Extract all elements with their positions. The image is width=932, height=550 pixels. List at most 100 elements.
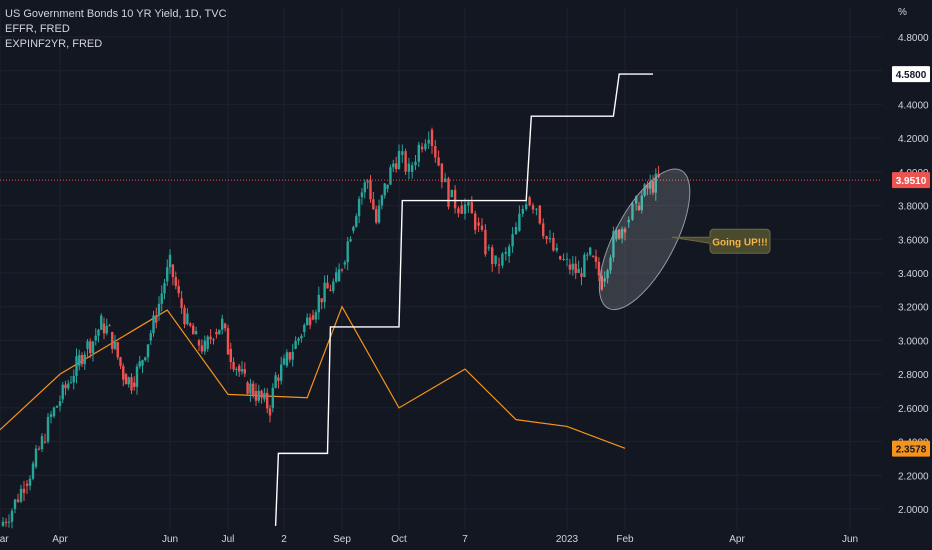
candle-body	[155, 315, 158, 323]
candle-body	[538, 205, 541, 224]
candle-body	[243, 369, 246, 374]
time-axis[interactable]: Mar Apr Jun Jul 2 Sep Oct 7 2023 Feb Apr Jun	[0, 534, 858, 545]
expinf2yr-line	[0, 305, 626, 449]
candle-body	[600, 275, 603, 290]
y-tick-label: 2.2000	[898, 471, 929, 482]
price-tag-label: 4.5800	[896, 70, 927, 81]
candle-body	[94, 335, 97, 341]
x-tick-label: 2023	[556, 534, 579, 545]
candle-body	[420, 146, 424, 150]
candle-body	[160, 293, 163, 304]
candle-body	[163, 283, 166, 294]
highlight-ellipse[interactable]	[581, 156, 707, 322]
candle-body	[268, 408, 272, 416]
candle-body	[212, 339, 215, 341]
x-tick-label: 7	[462, 534, 468, 545]
candle-body	[501, 253, 504, 266]
candle-body	[392, 163, 395, 168]
candle-body	[646, 184, 649, 189]
candle-body	[7, 521, 11, 523]
candle-body	[504, 252, 507, 254]
legend-effr-series[interactable]: EFFR, FRED	[5, 23, 70, 35]
candle-body	[266, 392, 269, 409]
candle-body	[97, 329, 100, 336]
candle-body	[386, 184, 389, 189]
candle-body	[450, 189, 453, 198]
candle-body	[643, 184, 646, 196]
candle-body	[306, 317, 309, 325]
candle-body	[72, 375, 75, 383]
y-tick-label: 3.8000	[898, 202, 929, 213]
candle-body	[355, 216, 358, 227]
candle-body	[434, 146, 437, 158]
candle-body	[635, 196, 638, 204]
annotation[interactable]: Going UP!!!	[581, 156, 771, 322]
candle-body	[375, 209, 378, 223]
candle-body	[508, 246, 511, 257]
candle-body	[252, 383, 255, 396]
candle-body	[571, 263, 574, 270]
candle-body	[631, 203, 634, 220]
legend-main-series[interactable]: US Government Bonds 10 YR Yield, 1D, TVC	[5, 8, 227, 20]
candle-body	[597, 261, 601, 276]
candle-body	[651, 181, 655, 193]
candle-body	[285, 352, 289, 366]
candle-body	[535, 208, 538, 210]
candle-body	[294, 340, 297, 349]
candle-body	[249, 383, 252, 394]
candle-body	[525, 204, 528, 210]
candle-body	[194, 331, 198, 335]
candle-body	[203, 340, 206, 352]
candle-body	[43, 441, 47, 443]
candle-body	[16, 499, 20, 502]
candle-body	[552, 238, 555, 251]
callout-bubble[interactable]	[671, 228, 771, 254]
legend-expinf-series[interactable]: EXPINF2YR, FRED	[5, 38, 103, 50]
candle-body	[1, 521, 5, 526]
candle-body	[226, 328, 230, 355]
candle-body	[25, 483, 29, 486]
candle-body	[337, 269, 341, 282]
candle-body	[591, 256, 595, 258]
candle-body	[444, 178, 447, 183]
candle-body	[168, 254, 172, 268]
candle-body	[183, 307, 186, 325]
candle-body	[463, 204, 467, 214]
x-tick-label: Apr	[729, 534, 745, 545]
candle-body	[377, 205, 381, 223]
candle-body	[349, 239, 352, 242]
candle-body	[430, 129, 434, 147]
candle-body	[606, 270, 609, 279]
candle-body	[323, 282, 326, 303]
callout-text[interactable]: Going UP!!!	[712, 237, 768, 248]
candle-body	[404, 151, 407, 172]
candle-body	[583, 254, 586, 277]
x-tick-label: Apr	[52, 534, 68, 545]
candle-body	[291, 351, 294, 360]
candle-body	[627, 219, 630, 223]
candle-body	[654, 173, 657, 193]
candle-body	[623, 228, 627, 233]
y-tick-label: 2.0000	[898, 505, 929, 516]
x-tick-label: Jul	[222, 534, 235, 545]
candle-body	[427, 139, 430, 144]
candle-body	[357, 198, 361, 217]
candle-body	[297, 338, 300, 341]
expinf2yr-series	[0, 305, 626, 449]
candle-body	[559, 256, 562, 260]
x-tick-label: Mar	[0, 534, 9, 545]
candle-body	[116, 342, 119, 358]
candle-body	[144, 357, 147, 361]
candle-body	[223, 323, 227, 329]
price-tag-bg	[892, 440, 930, 457]
candle-body	[300, 335, 303, 339]
candle-body	[91, 341, 95, 354]
candle-body	[69, 382, 73, 384]
candle-body	[437, 157, 440, 166]
y-tick-label: 4.2000	[898, 134, 929, 145]
candle-body	[609, 257, 612, 271]
y-tick-label: 2.8000	[898, 370, 929, 381]
candle-body	[180, 298, 183, 308]
candle-body	[372, 199, 375, 210]
